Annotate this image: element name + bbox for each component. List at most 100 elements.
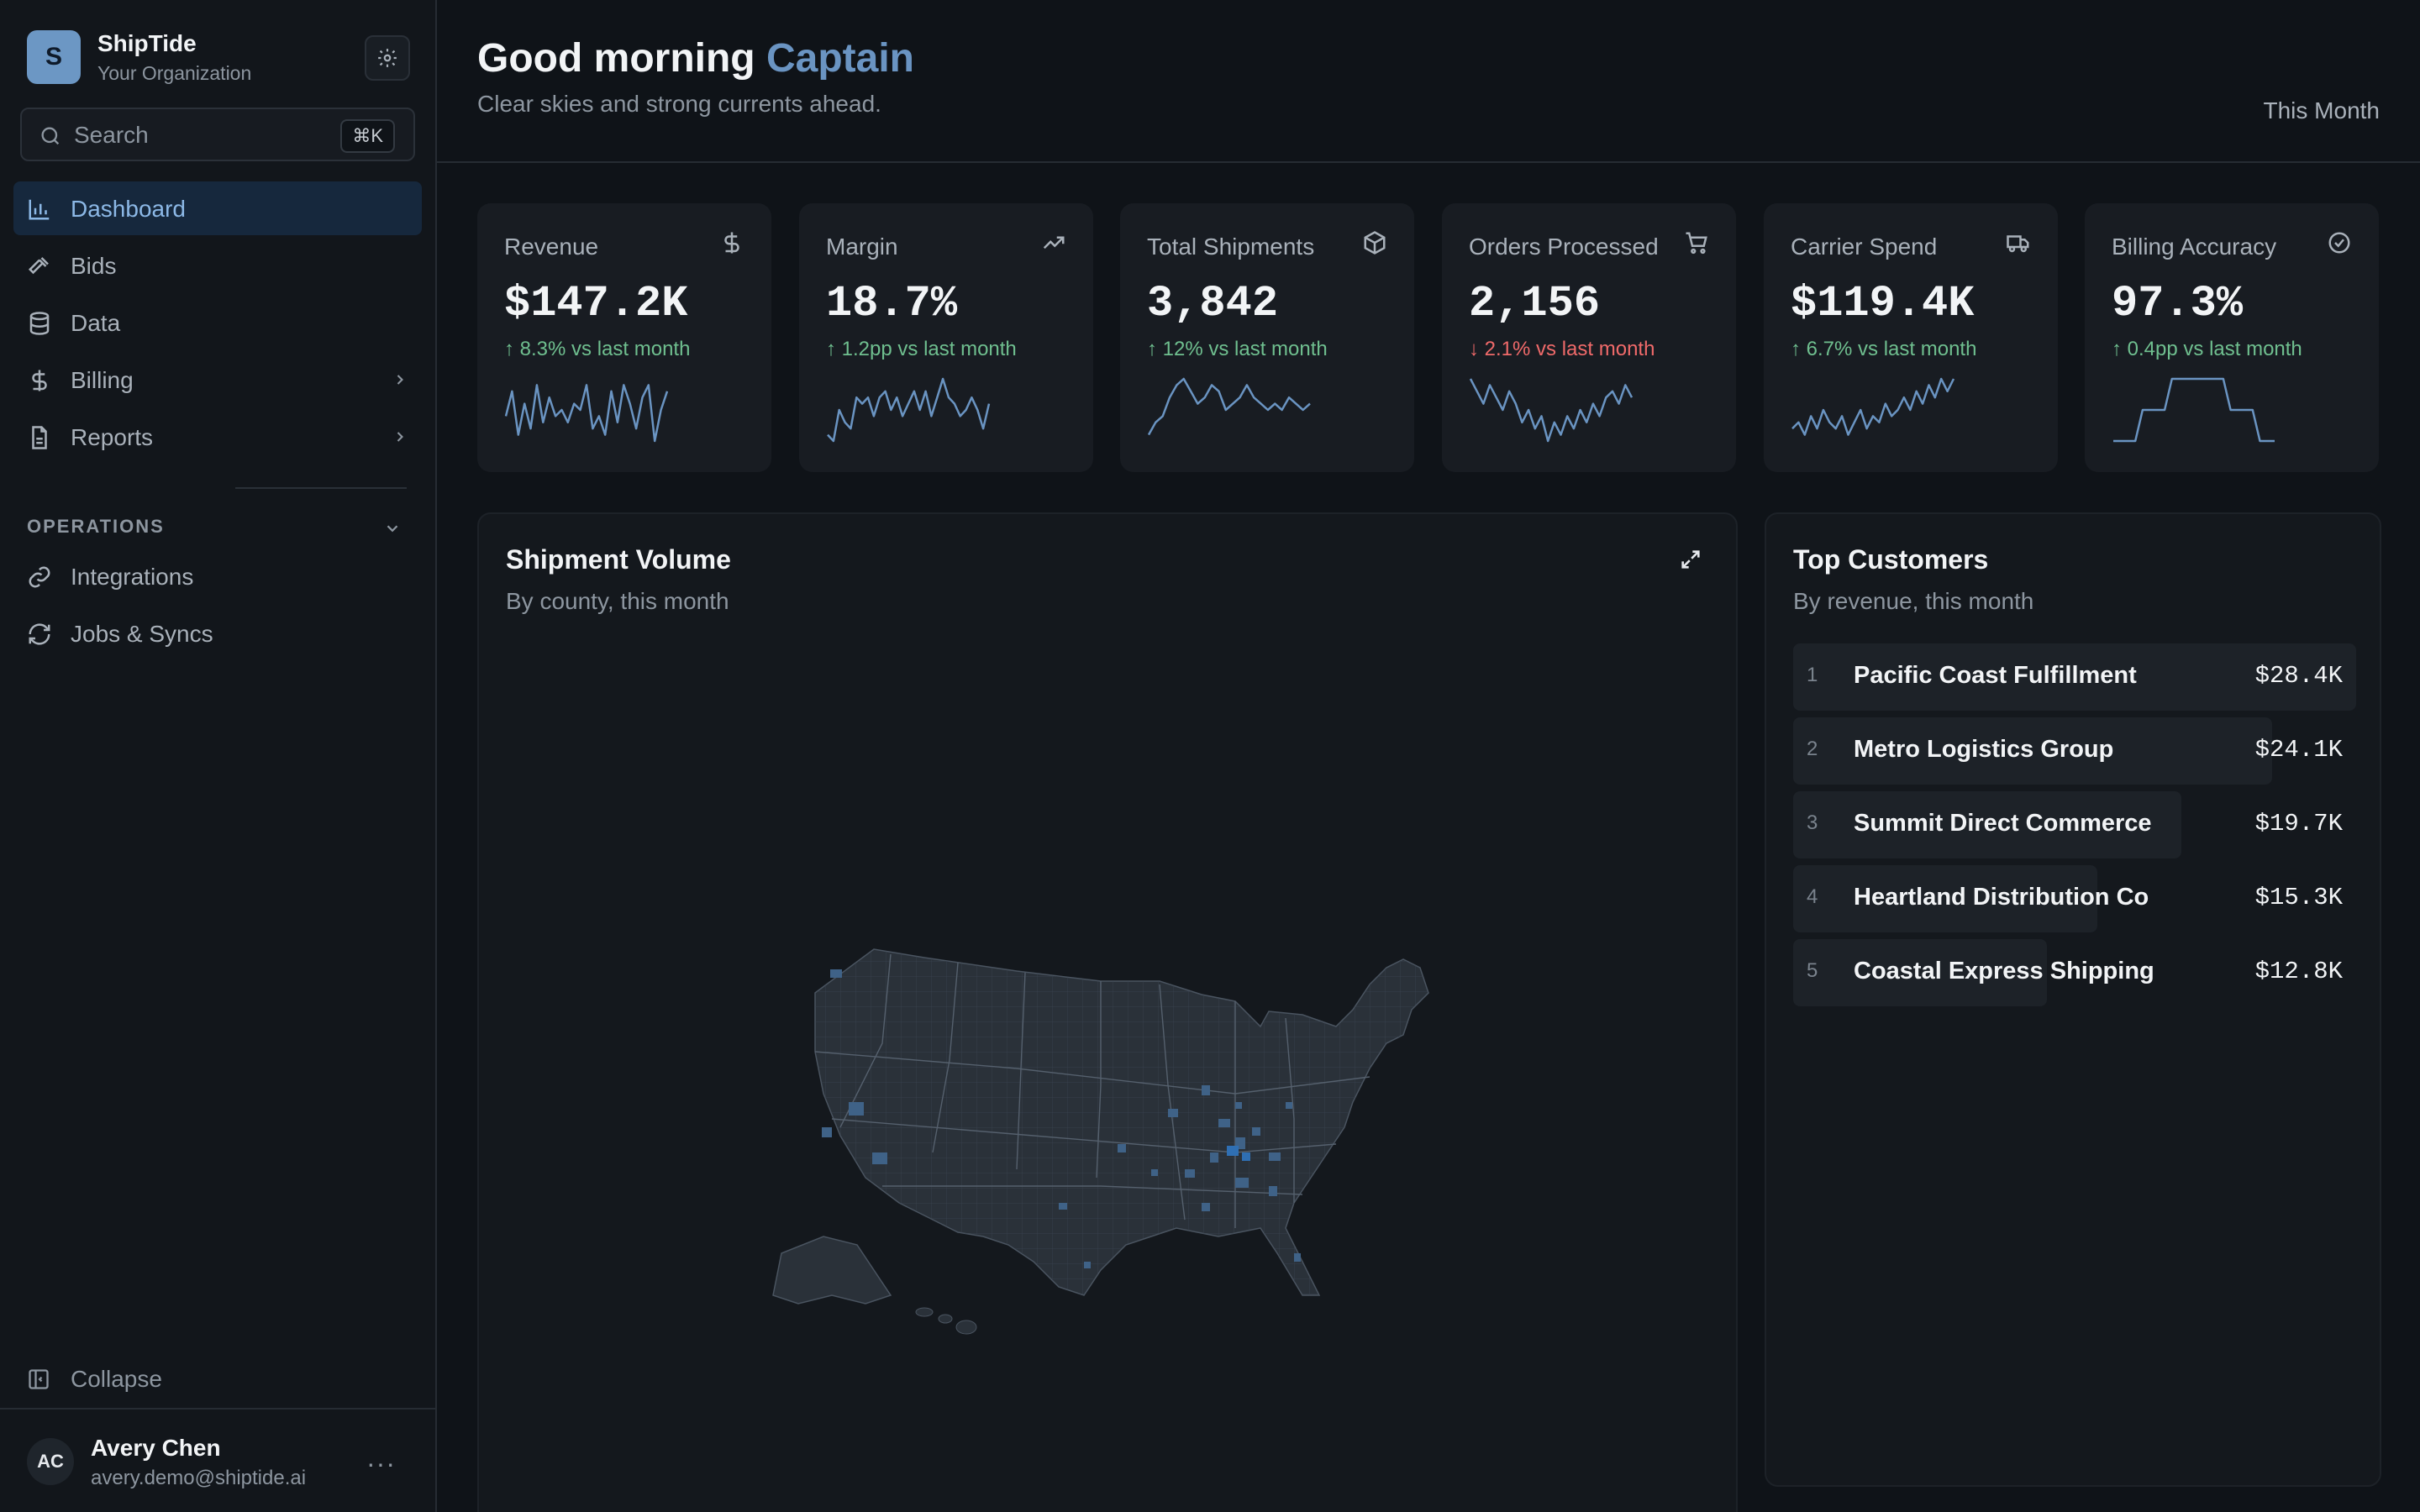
link-icon (29, 566, 50, 588)
nav-item-bids[interactable]: Bids (13, 239, 422, 292)
nav-label: Integrations (71, 564, 194, 590)
sparkline-path (1791, 377, 1955, 436)
cart-icon (1686, 232, 1707, 255)
nav-item-integrations[interactable]: Integrations (13, 549, 422, 603)
chevron-right-icon (397, 375, 403, 385)
us-hawaii (915, 1307, 977, 1335)
page-title: Good morning Captain (477, 35, 914, 81)
sparkline-path (827, 377, 991, 443)
revenue-share-bar (1793, 939, 2047, 1006)
top-customers-panel: Top Customers By revenue, this month 1 Pa… (1765, 512, 2381, 1487)
revenue-share-bar (1793, 865, 2097, 932)
customer-name: Summit Direct Commerce (1854, 810, 2152, 837)
expand-icon[interactable] (1679, 548, 1702, 571)
customer-revenue: $19.7K (2254, 810, 2343, 837)
kpi-label: Orders Processed (1469, 234, 1659, 260)
list-item[interactable]: 3 Summit Direct Commerce $19.7K (1793, 791, 2356, 858)
search-icon (41, 127, 60, 145)
chevron-down-icon[interactable] (383, 519, 402, 538)
org-logo: S (27, 30, 81, 84)
nav-item-jobs-syncs[interactable]: Jobs & Syncs (13, 606, 422, 660)
list-item[interactable]: 4 Heartland Distribution Co $15.3K (1793, 865, 2356, 932)
kpi-card[interactable]: Total Shipments 3,842 ↑ 12% vs last month (1120, 203, 1414, 472)
nav-label: Bids (71, 253, 117, 279)
list-item[interactable]: 5 Coastal Express Shipping $12.8K (1793, 939, 2356, 1006)
search-placeholder: Search (74, 122, 149, 148)
kpi-sparkline (827, 377, 991, 443)
kpi-value: 18.7% (826, 279, 958, 328)
kpi-value: $147.2K (504, 279, 688, 328)
kpi-sparkline (504, 384, 669, 443)
nav-item-dashboard[interactable]: Dashboard (13, 181, 422, 235)
kpi-label: Revenue (504, 234, 599, 260)
revenue-share-bar (1793, 643, 2356, 711)
revenue-share-bar (1793, 717, 2272, 785)
kpi-card[interactable]: Orders Processed 2,156 ↓ 2.1% vs last mont… (1442, 203, 1736, 472)
kpi-value: 2,156 (1469, 279, 1601, 328)
kpi-card[interactable]: Margin 18.7% ↑ 1.2pp vs last month (799, 203, 1093, 472)
settings-button[interactable] (365, 35, 410, 81)
us-county-map[interactable] (765, 900, 1454, 1354)
org-name: ShipTide (97, 30, 197, 56)
kpi-card[interactable]: Billing Accuracy 97.3% ↑ 0.4pp vs last mon… (2085, 203, 2379, 472)
gavel-icon (28, 257, 49, 275)
avatar[interactable]: AC (27, 1438, 74, 1485)
nav-item-billing[interactable]: Billing (13, 353, 422, 407)
page-header: Good morning Captain Clear skies and str… (437, 0, 2420, 163)
kpi-delta: ↑ 6.7% vs last month (1791, 338, 1977, 360)
greeting-text: Good morning (477, 36, 755, 81)
greeting-name: Captain (765, 36, 914, 81)
customer-revenue: $12.8K (2254, 958, 2343, 985)
sidebar: S ShipTide Your Organization Search ⌘K D… (0, 0, 437, 1512)
sparkline-path (1147, 377, 1311, 436)
org-subtitle: Your Organization (97, 62, 252, 84)
customer-rank: 5 (1807, 959, 1818, 982)
customer-revenue: $15.3K (2254, 884, 2343, 911)
kpi-value: $119.4K (1791, 279, 1975, 328)
search-box[interactable]: Search ⌘K (20, 108, 415, 161)
kpi-delta: ↑ 8.3% vs last month (504, 338, 691, 360)
kpi-sparkline (1469, 378, 1634, 443)
kpi-label: Total Shipments (1147, 234, 1315, 260)
customer-name: Pacific Coast Fulfillment (1854, 662, 2137, 689)
dollar-icon (32, 370, 47, 391)
org-switcher[interactable]: S ShipTide Your Organization (27, 30, 410, 84)
nav-label: Dashboard (71, 196, 186, 222)
kpi-label: Carrier Spend (1791, 234, 1938, 260)
more-options-icon[interactable]: ··· (366, 1448, 396, 1478)
sidebar-collapse-icon (29, 1369, 49, 1389)
nav-item-data[interactable]: Data (13, 296, 422, 349)
chevron-right-icon (397, 432, 403, 442)
truck-icon (2007, 235, 2029, 253)
customer-revenue: $28.4K (2254, 662, 2343, 690)
list-item[interactable]: 1 Pacific Coast Fulfillment $28.4K (1793, 643, 2356, 711)
document-icon (32, 426, 47, 449)
customer-name: Metro Logistics Group (1854, 736, 2114, 763)
kpi-sparkline (1147, 377, 1311, 436)
collapse-button[interactable]: Collapse (27, 1364, 279, 1394)
period-selector[interactable]: This Month (2263, 97, 2381, 123)
customer-name: Coastal Express Shipping (1854, 958, 2154, 984)
kpi-label: Billing Accuracy (2112, 234, 2277, 260)
kpi-delta: ↓ 2.1% vs last month (1469, 338, 1655, 360)
sparkline-path (1469, 378, 1634, 443)
kpi-card[interactable]: Carrier Spend $119.4K ↑ 6.7% vs last month (1764, 203, 2058, 472)
customer-rank: 3 (1807, 811, 1818, 834)
us-mainland (814, 948, 1429, 1296)
bar-chart-icon (29, 199, 50, 220)
list-item[interactable]: 2 Metro Logistics Group $24.1K (1793, 717, 2356, 785)
revenue-share-bar (1793, 791, 2182, 858)
customer-rank: 4 (1807, 885, 1818, 908)
nav-item-reports[interactable]: Reports (13, 410, 422, 464)
kpi-sparkline (2113, 377, 2275, 443)
customer-rank: 2 (1807, 738, 1818, 760)
kpi-card[interactable]: Revenue $147.2K ↑ 8.3% vs last month (477, 203, 771, 472)
section-label-operations: OPERATIONS (27, 516, 165, 537)
collapse-label: Collapse (71, 1366, 162, 1392)
kpi-label: Margin (826, 234, 898, 260)
kpi-sparkline (1791, 377, 1955, 436)
customer-rank: 1 (1807, 664, 1818, 686)
sidebar-divider (235, 487, 407, 489)
kpi-delta: ↑ 1.2pp vs last month (826, 338, 1017, 360)
page-subtitle: Clear skies and strong currents ahead. (477, 91, 881, 117)
